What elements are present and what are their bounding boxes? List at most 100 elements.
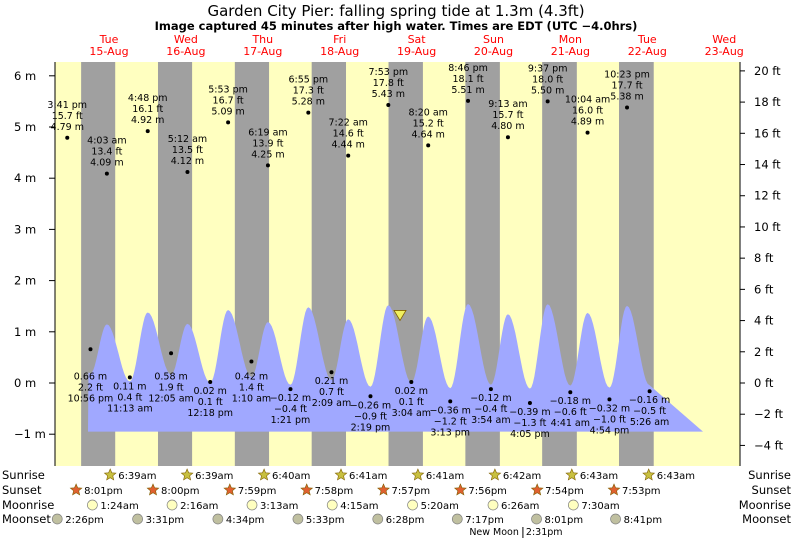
moonrise-icon: [87, 499, 98, 511]
high-tide-metres: 5.43 m: [372, 89, 405, 100]
high-tide-feet: 14.6 ft: [333, 129, 364, 140]
high-tide-metres: 4.79 m: [51, 122, 84, 133]
moonrise-icon: [407, 499, 418, 511]
date-label: 23-Aug: [705, 45, 744, 58]
new-moon-label: New Moon: [469, 527, 519, 538]
low-tide-metres: −0.18 m: [550, 396, 591, 407]
date-label: 15-Aug: [89, 45, 128, 58]
high-tide-point: [386, 102, 391, 107]
low-tide-metres: −0.12 m: [270, 393, 311, 404]
low-tide-feet: 2.2 ft: [78, 383, 103, 394]
y-left-tick-label: 6 m: [14, 69, 36, 83]
low-tide-feet: 1.9 ft: [159, 383, 184, 394]
moonrise-icon: [487, 499, 499, 511]
row-label-left: Sunrise: [2, 468, 45, 482]
low-tide-feet: −0.9 ft: [354, 411, 387, 422]
sunrise-time: 6:43am: [657, 471, 695, 482]
y-right-tick-label: 20 ft: [754, 64, 781, 78]
sunset-icon: [453, 483, 467, 496]
chart-title: Garden City Pier: falling spring tide at…: [207, 2, 584, 20]
sunset-time: 7:54pm: [545, 486, 584, 497]
day-of-week-label: Mon: [559, 33, 582, 46]
y-right-tick-label: 12 ft: [754, 189, 781, 203]
low-tide-feet: −0.6 ft: [554, 407, 587, 418]
date-label: 17-Aug: [243, 45, 282, 58]
high-tide-metres: 4.09 m: [90, 158, 123, 169]
high-tide-time: 9:13 am: [488, 99, 527, 110]
high-tide-time: 5:53 pm: [208, 84, 248, 95]
low-tide-feet: −1.2 ft: [434, 416, 467, 427]
sunrise-icon: [488, 468, 502, 481]
row-label-left: Sunset: [2, 483, 42, 497]
low-tide-point: [249, 359, 254, 364]
sunrise-time: 6:42am: [503, 471, 541, 482]
y-right-tick-label: 4 ft: [754, 314, 774, 328]
low-tide-metres: 0.11 m: [113, 381, 146, 392]
high-tide-metres: 4.89 m: [571, 117, 604, 128]
moonset-time: 3:31pm: [146, 515, 185, 526]
high-tide-point: [426, 143, 431, 148]
high-tide-time: 10:04 am: [565, 95, 610, 106]
high-tide-time: 6:55 pm: [288, 75, 328, 86]
high-tide-time: 7:22 am: [328, 118, 367, 129]
low-tide-metres: 0.42 m: [235, 372, 268, 383]
high-tide-feet: 16.7 ft: [213, 95, 244, 106]
sunrise-time: 6:39am: [195, 471, 233, 482]
low-tide-feet: 0.1 ft: [198, 397, 223, 408]
day-of-week-label: Sat: [408, 33, 427, 46]
moonset-time: 6:28pm: [386, 515, 425, 526]
low-tide-point: [647, 389, 652, 394]
sunrise-time: 6:39am: [118, 471, 156, 482]
date-label: 19-Aug: [397, 45, 436, 58]
low-tide-feet: −0.5 ft: [633, 406, 666, 417]
y-left-tick-label: 1 m: [14, 325, 36, 339]
moonset-time: 7:17pm: [465, 515, 504, 526]
low-tide-time: 1:10 am: [232, 394, 271, 405]
moonset-icon: [610, 513, 621, 525]
low-tide-point: [208, 379, 213, 384]
high-tide-feet: 18.1 ft: [453, 74, 484, 85]
y-right-tick-label: 0 ft: [754, 376, 774, 390]
axes: 6 m 5 m 4 m 3 m 2 m 1 m 0 m −1 m 20 ft 18 ft 16 ft…: [14, 62, 783, 466]
low-tide-metres: 0.66 m: [74, 372, 107, 383]
sunrise-time: 6:41am: [426, 471, 464, 482]
low-tide-point: [288, 387, 293, 392]
low-tide-time: 12:18 pm: [187, 408, 233, 419]
high-tide-metres: 5.09 m: [211, 106, 244, 117]
moonrise-time: 6:26am: [501, 501, 539, 512]
y-right-tick-label: 14 ft: [754, 158, 781, 172]
row-label-right: Moonset: [742, 512, 791, 526]
low-tide-metres: 0.21 m: [315, 376, 348, 387]
y-left-tick-label: 0 m: [14, 376, 36, 390]
sunrise-icon: [180, 468, 194, 481]
day-of-week-label: Sun: [483, 33, 504, 46]
low-tide-time: 3:13 pm: [430, 427, 470, 438]
high-tide-metres: 4.25 m: [251, 149, 284, 160]
high-tide-feet: 16.0 ft: [572, 106, 603, 117]
high-tide-point: [265, 163, 270, 168]
low-tide-time: 2:19 pm: [351, 422, 391, 433]
moonset-icon: [451, 513, 463, 525]
high-tide-metres: 5.50 m: [531, 85, 564, 96]
high-tide-feet: 18.0 ft: [532, 74, 563, 85]
sunrise-icon: [334, 468, 348, 481]
day-of-week-label: Wed: [174, 33, 198, 46]
row-label-left: Moonset: [2, 512, 51, 526]
low-tide-time: 2:09 am: [312, 398, 351, 409]
sunrise-icon: [257, 468, 271, 481]
day-headers: Tue15-AugWed16-AugThu17-AugFri18-AugSat1…: [89, 33, 743, 58]
low-tide-metres: −0.12 m: [470, 393, 511, 404]
sunrise-icon: [103, 468, 117, 481]
high-tide-point: [185, 170, 190, 175]
high-tide-point: [545, 99, 550, 104]
low-tide-time: 1:21 pm: [271, 415, 311, 426]
moonset-time: 5:33pm: [306, 515, 345, 526]
high-tide-feet: 15.7 ft: [492, 110, 523, 121]
moonrise-icon: [567, 499, 579, 511]
low-tide-point: [409, 379, 414, 384]
sunset-icon: [607, 483, 621, 496]
low-tide-feet: −1.3 ft: [513, 418, 546, 429]
low-tide-time: 3:04 am: [392, 408, 431, 419]
high-tide-time: 10:23 pm: [604, 70, 650, 81]
